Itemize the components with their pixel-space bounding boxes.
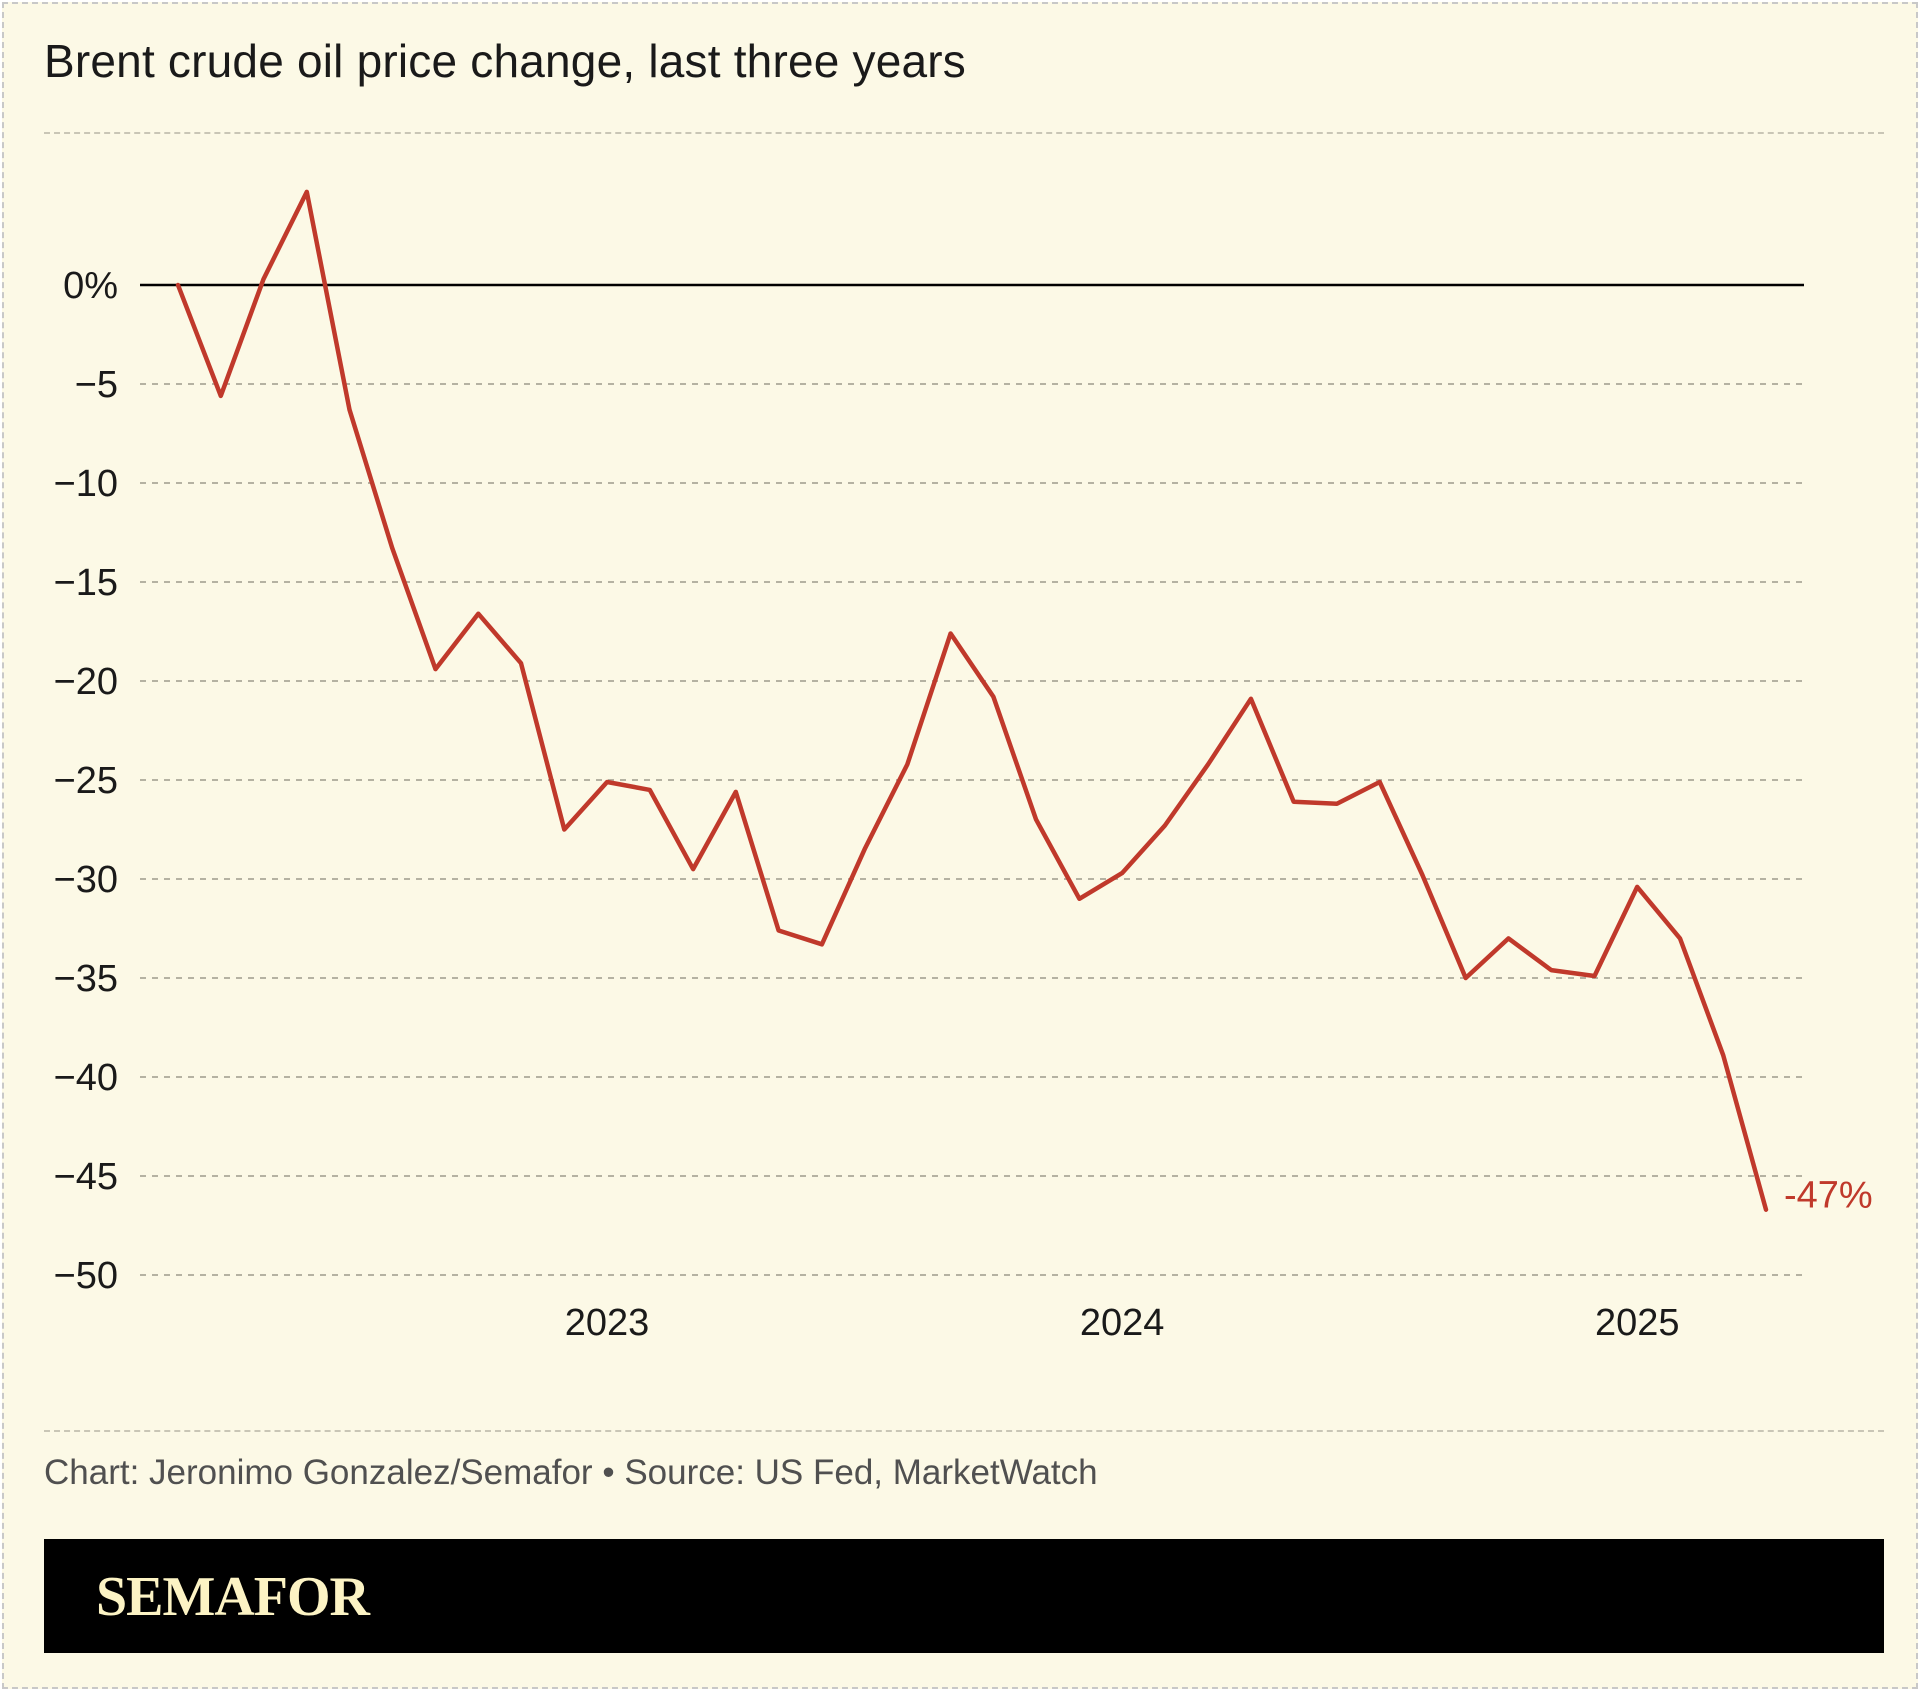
semafor-logo: SEMAFOR [96, 1566, 370, 1628]
data-point [562, 828, 566, 831]
credit-separator: • [602, 1453, 615, 1492]
chart-credit: Chart: Jeronimo Gonzalez/Semafor • Sourc… [44, 1453, 1098, 1493]
y-tick-label: −35 [54, 958, 118, 1000]
data-point [949, 631, 953, 635]
chart-source: Source: US Fed, MarketWatch [624, 1453, 1098, 1492]
data-point [734, 790, 738, 794]
top-divider [44, 132, 1884, 134]
data-point [390, 546, 394, 550]
data-point [1163, 824, 1167, 828]
data-point [476, 612, 480, 616]
grid-lines [140, 283, 1804, 1276]
data-point [1292, 800, 1296, 804]
data-point [1635, 885, 1639, 889]
y-tick-label: −50 [54, 1255, 118, 1297]
y-tick-label: −40 [54, 1057, 118, 1099]
data-point [691, 867, 695, 871]
data-point [1549, 968, 1553, 972]
data-point [991, 695, 995, 699]
data-point [262, 277, 266, 281]
y-tick-label: 0% [63, 265, 118, 307]
data-point [1678, 936, 1682, 940]
data-point [863, 847, 867, 851]
chart-author: Chart: Jeronimo Gonzalez/Semafor [44, 1453, 593, 1492]
series-layer: -47% [175, 189, 1873, 1217]
data-point [305, 190, 309, 194]
bottom-divider [44, 1430, 1884, 1432]
y-tick-label: −25 [54, 760, 118, 802]
y-tick-label: −5 [75, 364, 118, 406]
x-axis-labels: 2023 2024 2025 [565, 1302, 1680, 1344]
line-chart: 0% −5 −10 −15 −20 −25 −30 −35 −40 −45 −50 2023 2024… [54, 189, 1873, 1344]
data-point [1077, 897, 1081, 901]
y-tick-label: −20 [54, 661, 118, 703]
data-point [1464, 976, 1468, 980]
data-point [1120, 871, 1124, 875]
data-point [820, 942, 824, 946]
y-tick-label: −10 [54, 463, 118, 505]
data-point [1592, 974, 1596, 978]
data-point [905, 762, 909, 766]
data-point [648, 788, 652, 792]
data-point [519, 661, 523, 665]
data-point [219, 394, 223, 398]
footer-bar: SEMAFOR [44, 1539, 1884, 1653]
y-tick-label: −15 [54, 562, 118, 604]
x-tick-label: 2024 [1080, 1302, 1165, 1344]
end-value-label: -47% [1784, 1175, 1873, 1217]
data-point [1420, 873, 1424, 877]
data-point [605, 780, 609, 784]
data-point [1206, 762, 1210, 766]
data-point [1721, 1053, 1725, 1057]
data-point [1034, 818, 1038, 822]
data-point [434, 667, 438, 671]
data-point [1249, 697, 1253, 701]
chart-title: Brent crude oil price change, last three… [44, 35, 967, 87]
series-line [175, 189, 1769, 1212]
data-point [777, 928, 781, 932]
data-point [1506, 936, 1510, 940]
x-tick-label: 2025 [1595, 1302, 1680, 1344]
y-axis-labels: 0% −5 −10 −15 −20 −25 −30 −35 −40 −45 −50 [54, 265, 118, 1297]
y-tick-label: −45 [54, 1156, 118, 1198]
data-point [348, 408, 352, 412]
x-tick-label: 2023 [565, 1302, 650, 1344]
data-point [1378, 780, 1382, 784]
data-point [1335, 802, 1339, 806]
y-tick-label: −30 [54, 859, 118, 901]
data-point [1764, 1208, 1768, 1212]
data-point [176, 283, 180, 287]
